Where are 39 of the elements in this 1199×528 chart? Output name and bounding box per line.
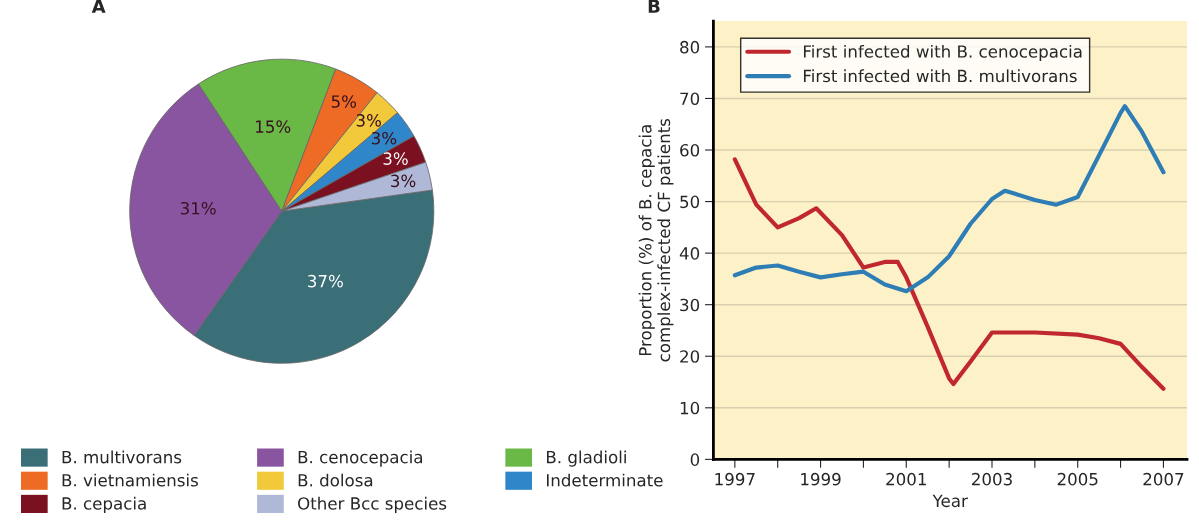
legend-label: Indeterminate [546,473,663,487]
y-tick-label: 30 [680,298,700,312]
x-tick-label: 2005 [1057,472,1098,486]
data-label: 3% [391,174,416,188]
x-tick-label: 2001 [886,472,926,486]
chart-title: B [648,0,660,13]
y-axis-title: Proportion (%) of B. cepacia complex-infected CF patients [638,118,674,362]
legend-label: Other Bcc species [298,496,447,513]
legend-label: First infected with B. multivorans [803,69,1077,83]
legend-label: B. multivorans [62,450,182,464]
data-label: 31% [180,201,216,215]
legend-label: B. cenocepacia [298,450,423,467]
legend-label: B. dolosa [298,473,373,487]
data-label: 15% [256,120,291,133]
line-series [732,104,1166,294]
legend-label: B. vietnamiensis [62,473,198,487]
line-series [732,157,1166,391]
x-axis-title: Year [932,494,968,508]
y-tick-label: 60 [680,143,700,157]
legend-label: B. cepacia [62,496,146,513]
y-tick-label: 70 [680,92,700,106]
y-tick-label: 0 [690,453,700,466]
data-label: 3% [371,131,397,145]
y-tick-label: 50 [680,195,700,209]
data-label: 37% [308,274,343,288]
y-tick-label: 80 [680,40,700,54]
legend-label: First infected with B. cenocepacia [803,44,1082,62]
y-tick-label: 20 [680,350,700,363]
data-label: 5% [331,95,357,108]
chart-title: A [91,0,106,13]
legend-label: B. gladioli [546,450,626,467]
y-tick-label: 40 [679,247,700,260]
y-tick-label: 10 [680,401,700,415]
x-tick-label: 2007 [1143,472,1184,486]
x-tick-label: 2003 [972,472,1012,486]
x-tick-label: 1997 [715,472,755,486]
data-label: 3% [383,152,408,165]
data-label: 3% [356,114,381,127]
x-tick-label: 1999 [801,472,841,486]
